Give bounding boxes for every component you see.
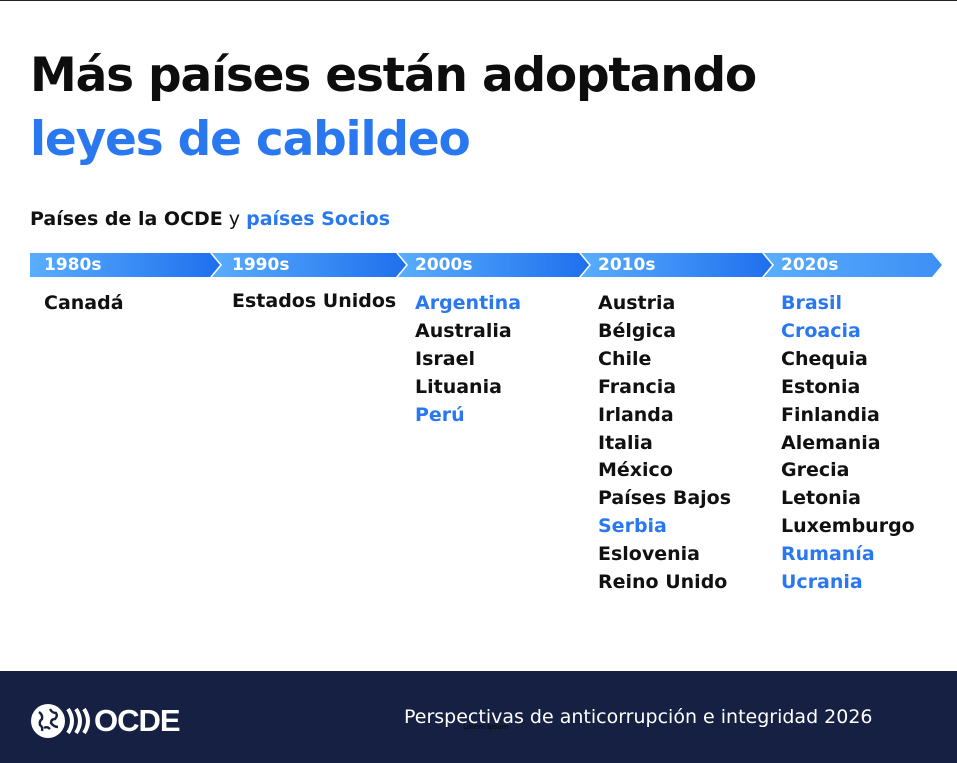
- countries-2020s: Brasil Croacia Chequia Estonia Finlandia Alem…: [781, 290, 915, 597]
- country-item: México: [598, 459, 673, 482]
- country-item: Irlanda: [598, 403, 674, 426]
- country-item: Brasil: [781, 292, 843, 314]
- country-item: Australia: [415, 319, 512, 342]
- country-item: Grecia: [781, 459, 850, 482]
- top-rule: [0, 0, 957, 1]
- country-item: Países Bajos: [598, 487, 732, 510]
- country-item: Letonia: [781, 487, 861, 510]
- timeline-segment-2000s: [398, 253, 589, 277]
- oecd-logo: OCDE: [28, 701, 188, 741]
- decade-label-1990s: 1990s: [232, 255, 290, 275]
- country-item: Luxemburgo: [781, 515, 915, 538]
- footer: OCDE Perspectivas de anticorrupción e in…: [0, 671, 957, 763]
- country-item: Italia: [598, 431, 653, 454]
- country-item: Bélgica: [598, 319, 677, 342]
- decade-label-2010s: 2010s: [598, 255, 656, 275]
- oecd-globe-icon: [31, 704, 90, 738]
- countries-2010s: Austria Bélgica Chile Francia Irlanda Italia M…: [598, 290, 731, 597]
- decade-label-2020s: 2020s: [781, 255, 839, 275]
- country-item: Serbia: [598, 515, 667, 538]
- countries-1990s: Estados Unidos: [232, 290, 397, 313]
- country-item: Ucrania: [781, 571, 863, 594]
- country-item: Canadá: [44, 292, 124, 314]
- timeline-segment-2010s: [581, 253, 772, 277]
- subtitle-connector: y: [222, 208, 247, 230]
- country-item: Estonia: [781, 375, 861, 398]
- country-item: Israel: [415, 347, 475, 370]
- subtitle-oecd: Países de la OCDE: [30, 208, 223, 230]
- timeline-segment-2020s: [764, 253, 942, 277]
- timeline-segment-1980s: [30, 253, 220, 277]
- country-item: Croacia: [781, 319, 861, 342]
- subtitle-partners: países Socios: [246, 208, 391, 230]
- country-item: Austria: [598, 292, 676, 314]
- country-item: Perú: [415, 403, 465, 426]
- timeline-arrow-bar: [30, 253, 942, 277]
- page-title: Más países están adoptando leyes de cabi…: [30, 44, 757, 172]
- oecd-logo-text: OCDE: [94, 703, 181, 738]
- title-line-2: leyes de cabildeo: [30, 112, 471, 167]
- decade-label-2000s: 2000s: [415, 255, 473, 275]
- country-item: Finlandia: [781, 403, 880, 426]
- countries-1980s: Canadá: [44, 290, 124, 318]
- image-credit: Lorem Ipsum: [463, 723, 509, 731]
- country-item: Francia: [598, 375, 677, 398]
- report-title: Perspectivas de anticorrupción e integri…: [404, 706, 873, 728]
- timeline-segment-1990s: [212, 253, 406, 277]
- country-item: Chequia: [781, 347, 868, 370]
- country-item: Reino Unido: [598, 571, 728, 594]
- country-item: Chile: [598, 347, 652, 370]
- decade-label-1980s: 1980s: [44, 255, 102, 275]
- countries-2000s: Argentina Australia Israel Lituania Perú: [415, 290, 521, 430]
- country-item: Alemania: [781, 431, 881, 454]
- country-item: Rumanía: [781, 543, 875, 566]
- country-item: Lituania: [415, 375, 502, 398]
- country-item: Estados Unidos: [232, 290, 397, 312]
- country-item: Eslovenia: [598, 543, 700, 566]
- subtitle: Países de la OCDE y países Socios: [30, 207, 390, 231]
- title-line-1: Más países están adoptando: [30, 48, 757, 103]
- decade-timeline: 1980s 1990s 2000s 2010s 2020s: [30, 253, 942, 277]
- country-item: Argentina: [415, 292, 522, 314]
